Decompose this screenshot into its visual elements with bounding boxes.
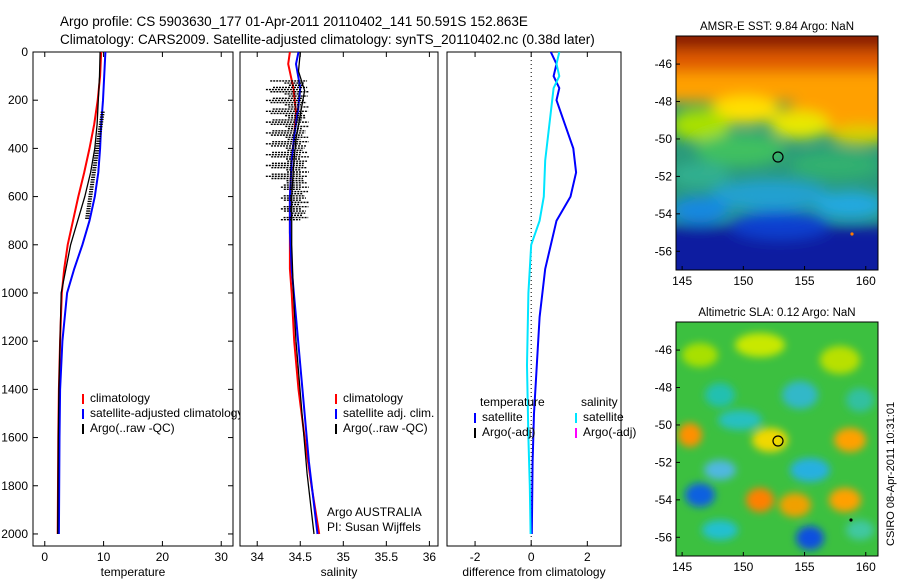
x-tick-label: 36 bbox=[423, 550, 437, 564]
x-tick-label: 35.5 bbox=[375, 550, 399, 564]
map-x-tick-label: 155 bbox=[795, 560, 815, 574]
x-tick-label: 35 bbox=[337, 550, 351, 564]
y-tick-label: 200 bbox=[8, 93, 28, 107]
map-y-tick-label: -48 bbox=[655, 95, 673, 109]
map-y-tick-label: -54 bbox=[655, 493, 673, 507]
x-tick-label: -2 bbox=[470, 550, 481, 564]
legend-label: Argo(-adj) bbox=[482, 425, 535, 439]
plot-frame bbox=[32, 51, 234, 547]
legend-label: satellite bbox=[583, 410, 624, 424]
header-line-2: Climatology: CARS2009. Satellite-adjuste… bbox=[60, 32, 595, 47]
legend-label: climatology bbox=[90, 391, 150, 405]
map-x-tick-label: 145 bbox=[672, 274, 692, 288]
header-line-1: Argo profile: CS 5903630_177 01-Apr-2011… bbox=[60, 14, 528, 29]
x-tick-label: 2 bbox=[584, 550, 591, 564]
y-tick-label: 1200 bbox=[1, 334, 28, 348]
legend-label: satellite-adjusted climatology bbox=[90, 406, 243, 420]
x-tick-label: 0 bbox=[528, 550, 535, 564]
series-group bbox=[265, 52, 321, 535]
legend-label: Argo(..raw -QC) bbox=[343, 421, 428, 435]
x-axis-label: salinity bbox=[321, 565, 358, 579]
sst-map: AMSR-E SST: 9.84 Argo: NaN bbox=[655, 21, 879, 288]
y-tick-label: 1400 bbox=[1, 382, 28, 396]
y-tick-label: 1800 bbox=[1, 479, 28, 493]
legend-label: satellite adj. clim. bbox=[343, 406, 434, 420]
map-x-tick-label: 150 bbox=[733, 274, 753, 288]
map-y-tick-label: -50 bbox=[655, 418, 673, 432]
y-tick-label: 1600 bbox=[1, 431, 28, 445]
map-y-tick-label: -52 bbox=[655, 455, 673, 469]
legend-label: temperature bbox=[480, 395, 545, 409]
map-y-tick-label: -48 bbox=[655, 381, 673, 395]
annotation-text: Argo AUSTRALIA bbox=[327, 505, 422, 519]
profile-panel-1: 0 10 20 30 temperature 0 200 400 600 800 1000 1200 1… bbox=[1, 45, 243, 579]
map-y-tick-label: -52 bbox=[655, 169, 673, 183]
map-y-tick-label: -46 bbox=[655, 57, 673, 71]
map-x-tick-label: 160 bbox=[856, 560, 876, 574]
x-tick-label: 20 bbox=[156, 550, 170, 564]
plot-frame bbox=[239, 51, 439, 547]
y-tick-label: 1000 bbox=[1, 286, 28, 300]
plot-frame bbox=[446, 51, 622, 547]
y-tick-label: 400 bbox=[8, 141, 28, 155]
x-tick-label: 0 bbox=[41, 550, 48, 564]
x-axis-label: difference from climatology bbox=[462, 565, 605, 579]
x-axis-label: temperature bbox=[101, 565, 166, 579]
series-argo-raw-qc- bbox=[291, 52, 315, 535]
argo-position-marker bbox=[772, 151, 784, 163]
map-y-tick-label: -46 bbox=[655, 343, 673, 357]
map-y-tick-label: -56 bbox=[655, 244, 673, 258]
y-tick-label: 800 bbox=[8, 238, 28, 252]
legend-label: satellite bbox=[482, 410, 523, 424]
y-tick-label: 0 bbox=[21, 45, 28, 59]
y-tick-label: 600 bbox=[8, 190, 28, 204]
series-satellite-adjusted-climatology bbox=[57, 52, 107, 535]
map-y-tick-label: -50 bbox=[655, 132, 673, 146]
x-tick-label: 30 bbox=[215, 550, 229, 564]
legend-label: Argo(-adj) bbox=[583, 425, 636, 439]
profile-panel-2: 34 34.5 35 35.5 36 salinity climatologysatelli… bbox=[239, 51, 439, 579]
map-x-tick-label: 150 bbox=[733, 560, 753, 574]
argo-position-marker bbox=[772, 435, 784, 447]
series-argo-raw-qc- bbox=[57, 52, 101, 535]
map-x-tick-label: 160 bbox=[856, 274, 876, 288]
legend-label: Argo(..raw -QC) bbox=[90, 421, 175, 435]
sst-map-title: AMSR-E SST: 9.84 Argo: NaN bbox=[700, 21, 854, 33]
map-x-tick-label: 155 bbox=[795, 274, 815, 288]
legend-label: climatology bbox=[343, 391, 403, 405]
map-x-tick-label: 145 bbox=[672, 560, 692, 574]
x-tick-label: 10 bbox=[97, 550, 111, 564]
x-tick-label: 34.5 bbox=[289, 550, 313, 564]
series-salinity-satellite bbox=[525, 52, 561, 535]
map-y-tick-label: -54 bbox=[655, 207, 673, 221]
sla-map-title: Altimetric SLA: 0.12 Argo: NaN bbox=[698, 307, 855, 319]
map-y-tick-label: -56 bbox=[655, 530, 673, 544]
series-group bbox=[56, 52, 107, 535]
series-group bbox=[525, 52, 578, 546]
x-tick-label: 34 bbox=[251, 550, 265, 564]
sla-map: Altimetric SLA: 0.12 Argo: NaN bbox=[655, 307, 879, 574]
y-tick-label: 2000 bbox=[1, 527, 28, 541]
footer-stamp: CSIRO 08-Apr-2011 10:31:01 bbox=[885, 402, 897, 546]
annotation-text: PI: Susan Wijffels bbox=[327, 520, 421, 534]
legend-label: salinity bbox=[581, 395, 618, 409]
